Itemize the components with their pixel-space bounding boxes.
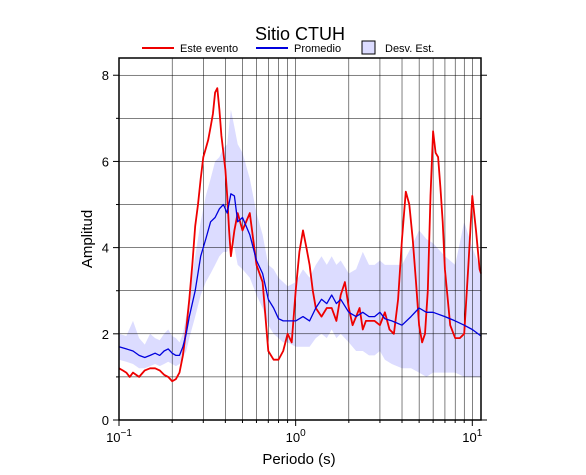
legend: Este evento Promedio Desv. Est. [142,40,434,55]
chart-title: Sitio CTUH [255,24,345,44]
legend-label: Este evento [180,43,238,55]
legend-label: Desv. Est. [385,43,434,55]
legend-label: Promedio [294,43,341,55]
y-tick-label: 6 [102,154,109,169]
y-tick-label: 8 [102,68,109,83]
x-axis-label: Periodo (s) [262,451,335,468]
grid [119,58,481,420]
y-tick-label: 4 [102,241,109,256]
series-line-este-evento [118,87,482,383]
x-tick-label: 101 [462,428,482,445]
std-dev-band [119,109,481,377]
y-axis-label: Amplitud [79,210,96,268]
legend-swatch-band [361,40,376,55]
y-tick-label: 0 [102,413,109,428]
y-tick-label: 2 [102,327,109,342]
x-tick-label: 100 [286,428,306,445]
x-tick-label: 10−1 [106,428,132,445]
plot-area: 0 2 4 6 8 10−1 100 101 [102,57,487,445]
series-line-promedio [118,193,482,359]
plot-frame [118,57,482,421]
